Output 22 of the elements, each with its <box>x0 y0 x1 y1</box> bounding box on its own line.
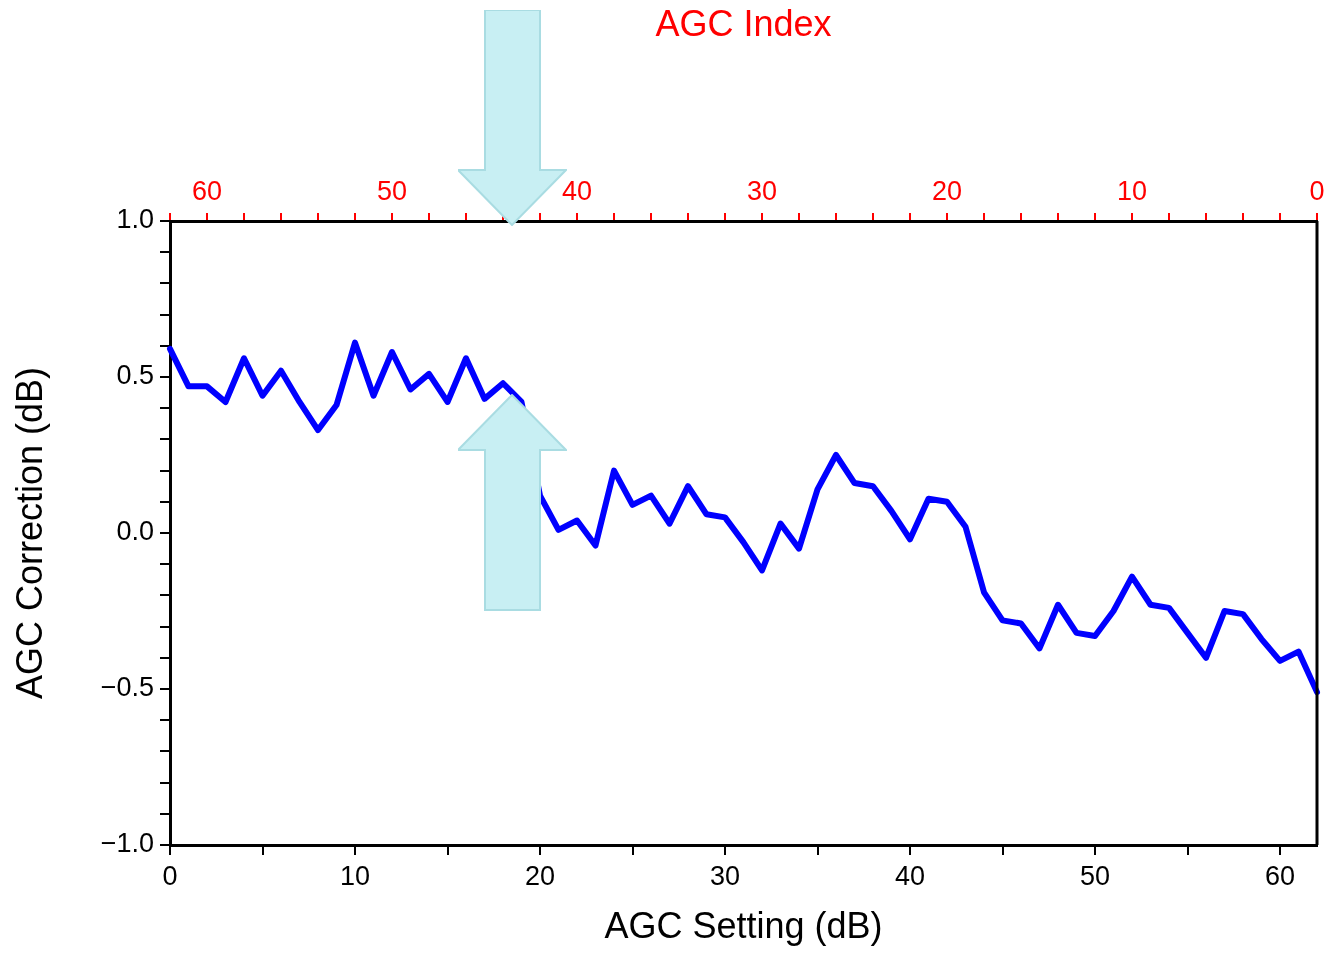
y-tick-label: 1.0 <box>116 204 154 235</box>
x2-tick-label: 10 <box>1116 176 1148 207</box>
x2-tick-label: 0 <box>1309 176 1325 207</box>
x-tick-label: 20 <box>524 860 556 891</box>
x2-tick-label: 30 <box>746 176 778 207</box>
x-tick-label: 40 <box>894 860 926 891</box>
y-tick-label: 0.0 <box>116 516 154 547</box>
y-tick-label: −0.5 <box>100 672 154 703</box>
y-tick-label: −1.0 <box>100 828 154 859</box>
x2-tick-label: 60 <box>191 176 223 207</box>
x-axis-title: AGC Setting (dB) <box>604 905 883 947</box>
x-tick-label: 0 <box>162 860 178 891</box>
x-tick-label: 50 <box>1079 860 1111 891</box>
x2-tick-label: 40 <box>561 176 593 207</box>
x2-axis-title: AGC Index <box>655 2 832 44</box>
y-tick-label: 0.5 <box>116 360 154 391</box>
x-tick-label: 60 <box>1264 860 1296 891</box>
x-tick-label: 30 <box>709 860 741 891</box>
x2-tick-label: 50 <box>376 176 408 207</box>
x-tick-label: 10 <box>339 860 371 891</box>
x2-tick-label: 20 <box>931 176 963 207</box>
y-axis-title: AGC Correction (dB) <box>8 366 50 700</box>
